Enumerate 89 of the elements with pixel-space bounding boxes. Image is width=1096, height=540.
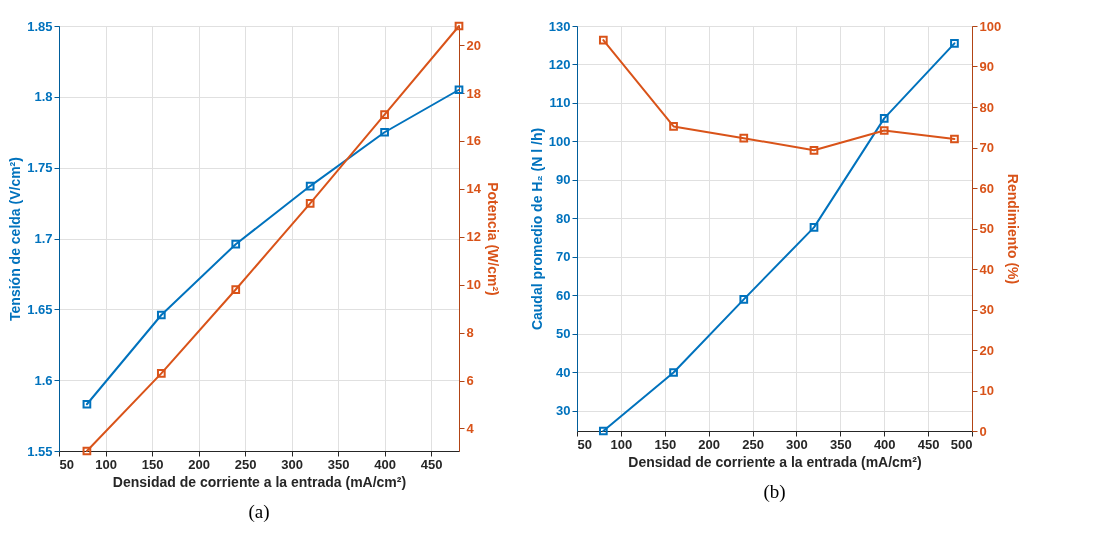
point	[950, 134, 959, 144]
point	[739, 133, 749, 143]
y2-tick-label: 8	[466, 325, 474, 341]
point	[82, 399, 92, 409]
y-tick-label: 1.85	[27, 18, 53, 34]
x-tick-label: 350	[327, 456, 350, 472]
y2-tick-label: 10	[466, 277, 481, 293]
text: (a)	[248, 501, 270, 523]
point	[380, 127, 389, 137]
x-tick-label: 150	[141, 456, 164, 472]
y2-tick-label: 16	[466, 133, 481, 149]
x-tick-label: 400	[873, 436, 896, 452]
point	[82, 446, 92, 456]
point	[809, 145, 819, 155]
point	[380, 110, 389, 119]
point	[305, 181, 315, 191]
point	[809, 222, 819, 232]
point	[231, 285, 241, 294]
y-tick-label: 1.65	[27, 301, 53, 317]
x-tick-label: 50	[59, 456, 74, 472]
point	[156, 369, 166, 378]
y2-tick-label: 18	[466, 85, 481, 101]
x-tick-label: 500	[950, 436, 973, 452]
y-tick-label: 110	[549, 95, 571, 111]
x-tick-label: 200	[188, 456, 210, 472]
x-tick-label: 100	[610, 436, 633, 452]
x-tick-label: 50	[577, 436, 592, 452]
y2-tick-label: 100	[979, 18, 1002, 34]
y-tick-label: 90	[556, 172, 571, 188]
point	[454, 85, 464, 95]
y2-tick-label: 60	[979, 180, 994, 196]
x-tick-label: 350	[829, 436, 852, 452]
y-tick-label: 100	[548, 133, 571, 149]
point	[739, 294, 749, 304]
y-axis-title: Caudal promedio de H₂ (N l /h)	[528, 127, 545, 331]
point	[454, 21, 464, 31]
x-axis-title: Densidad de corriente a la entrada (mA/cm²)	[112, 473, 407, 490]
y2-tick-label: 0	[979, 423, 987, 439]
point	[950, 38, 959, 48]
y-tick-label: 30	[556, 403, 571, 419]
y2-tick-label: 20	[979, 342, 994, 358]
point	[598, 35, 608, 45]
y-tick-label: 80	[556, 210, 571, 226]
y-tick-label: 1.55	[27, 443, 53, 459]
x-tick-label: 300	[281, 456, 303, 472]
y2-tick-label: 30	[979, 302, 994, 317]
x-tick-label: 400	[374, 456, 396, 472]
x-tick-label: 250	[234, 456, 257, 472]
y-tick-label: 70	[556, 249, 571, 265]
x-axis-title: Densidad de corriente a la entrada (mA/cm²)	[628, 453, 922, 470]
point	[305, 198, 315, 208]
y2-tick-label: 70	[979, 140, 994, 155]
y-tick-label: 1.7	[34, 231, 53, 246]
y-tick-label: 1.8	[34, 89, 53, 105]
y2-axis-title: Rendimiento (%)	[1005, 173, 1022, 285]
y-tick-label: 1.6	[34, 372, 53, 388]
y2-tick-label: 14	[466, 181, 482, 197]
point	[669, 122, 678, 131]
point	[231, 239, 241, 249]
y-tick-label: 130	[548, 18, 571, 34]
x-tick-label: 450	[420, 456, 443, 472]
y2-tick-label: 4	[466, 420, 475, 436]
y-tick-label: 60	[556, 287, 571, 303]
y-tick-label: 50	[556, 326, 571, 342]
x-tick-label: 100	[95, 456, 117, 472]
y2-tick-label: 12	[466, 229, 481, 245]
y2-tick-label: 40	[979, 261, 994, 277]
y2-tick-label: 10	[979, 383, 994, 398]
y2-tick-label: 50	[979, 221, 994, 236]
point	[879, 126, 889, 135]
y2-tick-label: 20	[466, 37, 481, 53]
x-tick-label: 450	[917, 436, 940, 452]
y2-tick-label: 90	[979, 59, 994, 74]
point	[156, 310, 166, 320]
y-tick-label: 1.75	[27, 160, 53, 176]
x-tick-label: 250	[742, 436, 764, 452]
y-tick-label: 120	[548, 57, 571, 72]
y2-tick-label: 6	[466, 373, 474, 389]
point	[598, 426, 608, 436]
point	[669, 368, 678, 377]
text: (b)	[763, 481, 786, 503]
x-tick-label: 200	[698, 436, 721, 452]
y-axis-title: Tensión de celda (V/cm²)	[7, 157, 24, 321]
point	[879, 114, 889, 123]
y2-tick-label: 80	[979, 99, 994, 115]
x-tick-label: 150	[654, 436, 677, 452]
y-tick-label: 40	[556, 364, 571, 380]
x-tick-label: 300	[786, 436, 808, 452]
y2-axis-title: Potencia (W/cm²)	[484, 182, 501, 296]
